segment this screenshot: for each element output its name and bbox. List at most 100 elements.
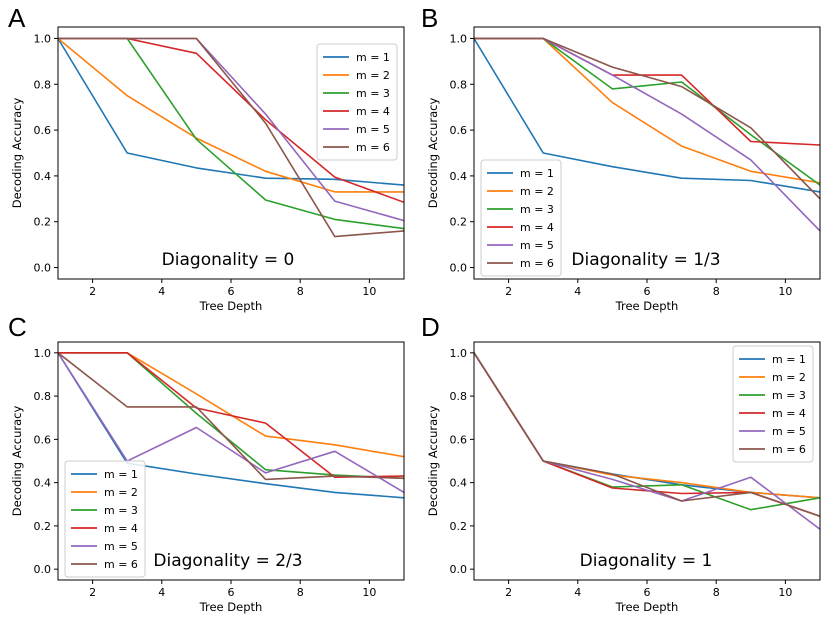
- panel-d-legend: m = 1 m = 2 m = 3 m = 4 m = 5 m = 6: [732, 345, 814, 463]
- panel-a-line-m2: [58, 37, 404, 193]
- panel-b-line-m6: [474, 37, 820, 200]
- panel-a: A 2 4 6 8 10 0.0 0.2 0.4 0.6 0.8 1.0 Tree Depth Decod…: [8, 3, 405, 313]
- panel-a-xtick-label: 6: [228, 285, 235, 298]
- panel-d-legend-label: m = 4: [772, 407, 806, 420]
- panel-c-xtick-label: 8: [297, 586, 304, 599]
- panel-b-xtick-label: 2: [505, 285, 512, 298]
- panel-b-letter: B: [421, 3, 438, 33]
- panel-b-ytick-label: 0.6: [450, 124, 468, 137]
- panel-d-ytick-label: 0.6: [450, 433, 468, 446]
- panel-b-annotation: Diagonality = 1/3: [571, 250, 720, 270]
- panel-d-ylabel: Decoding Accuracy: [426, 406, 440, 517]
- panel-a-letter: A: [8, 3, 26, 33]
- panel-d-xtick-label: 2: [505, 586, 512, 599]
- panel-a-legend-label: m = 6: [356, 141, 390, 154]
- panel-b-legend-label: m = 6: [520, 257, 554, 270]
- panel-c-legend-label: m = 5: [104, 540, 138, 553]
- panel-d-legend-label: m = 2: [772, 371, 806, 384]
- panel-c-line-m4: [58, 351, 404, 479]
- panel-c-series: [58, 351, 404, 499]
- panel-a-ytick-label: 0.8: [34, 78, 52, 91]
- panel-d-line-m6: [474, 352, 820, 517]
- panel-c-ytick-label: 0.2: [34, 520, 52, 533]
- panel-b-xtick-label: 8: [713, 285, 720, 298]
- panel-d-ytick-label: 0.0: [450, 563, 468, 576]
- panel-c-legend-box: [64, 460, 146, 578]
- panel-d-xtick-label: 4: [574, 586, 581, 599]
- panel-a-legend-label: m = 4: [356, 105, 390, 118]
- panel-d-xtick-label: 6: [644, 586, 651, 599]
- panel-d-letter: D: [421, 312, 440, 342]
- panel-b: B 2 4 6 8 10 0.0 0.2 0.4 0.6 0.8 1.0 Tree Depth Decod…: [421, 3, 821, 313]
- panel-d-legend-label: m = 3: [772, 389, 806, 402]
- panel-c-legend: m = 1 m = 2 m = 3 m = 4 m = 5 m = 6: [64, 460, 146, 578]
- panel-a-ytick-label: 0.6: [34, 124, 52, 137]
- panel-b-legend-box: [480, 159, 562, 277]
- panel-c-ytick-label: 0.0: [34, 563, 52, 576]
- panel-c-ylabel: Decoding Accuracy: [10, 406, 24, 517]
- panel-b-ytick-label: 0.0: [450, 262, 468, 275]
- panel-d-legend-label: m = 5: [772, 425, 806, 438]
- panel-a-xtick-label: 10: [362, 285, 376, 298]
- panel-a-legend-label: m = 3: [356, 87, 390, 100]
- panel-b-legend-label: m = 4: [520, 221, 554, 234]
- panel-a-legend-label: m = 1: [356, 51, 390, 64]
- panel-a-line-m6: [58, 37, 404, 238]
- panel-a-xlabel: Tree Depth: [199, 299, 263, 313]
- panel-d-xlabel: Tree Depth: [615, 600, 679, 614]
- panel-b-line-m4: [474, 37, 820, 146]
- panel-c-xtick-label: 4: [158, 586, 165, 599]
- panel-d-series: [474, 352, 820, 530]
- panel-a-legend-box: [316, 43, 398, 161]
- panel-c-xtick-label: 2: [89, 586, 96, 599]
- panel-b-legend: m = 1 m = 2 m = 3 m = 4 m = 5 m = 6: [480, 159, 562, 277]
- panel-a-xtick-label: 4: [158, 285, 165, 298]
- panel-c-ytick-label: 0.4: [34, 477, 52, 490]
- panel-b-xtick-label: 10: [778, 285, 792, 298]
- panel-c-line-m6: [58, 352, 404, 481]
- panel-a-ytick-label: 0.0: [34, 262, 52, 275]
- panel-c-line-m1: [58, 352, 404, 499]
- panel-b-legend-label: m = 5: [520, 239, 554, 252]
- panel-a-legend-label: m = 5: [356, 123, 390, 136]
- panel-b-ytick-label: 1.0: [450, 32, 468, 45]
- panel-b-ylabel: Decoding Accuracy: [426, 98, 440, 209]
- panel-a-ytick-label: 0.2: [34, 216, 52, 229]
- panel-b-legend-label: m = 2: [520, 185, 554, 198]
- panel-c-ytick-label: 0.8: [34, 390, 52, 403]
- panel-b-legend-label: m = 3: [520, 203, 554, 216]
- panel-c-line-m5: [58, 352, 404, 494]
- panel-d-legend-label: m = 6: [772, 443, 806, 456]
- panel-a-annotation: Diagonality = 0: [162, 250, 295, 270]
- panel-d-xtick-label: 10: [778, 586, 792, 599]
- panel-a-xtick-label: 2: [89, 285, 96, 298]
- panel-d-ytick-label: 0.8: [450, 390, 468, 403]
- panel-d-xtick-label: 8: [713, 586, 720, 599]
- panel-c-legend-label: m = 4: [104, 522, 138, 535]
- panel-a-xtick-label: 8: [297, 285, 304, 298]
- panel-c-ytick-label: 1.0: [34, 347, 52, 360]
- panel-d-ytick-label: 0.2: [450, 520, 468, 533]
- panel-c-legend-label: m = 3: [104, 504, 138, 517]
- panel-d-ytick-label: 1.0: [450, 347, 468, 360]
- panel-b-xtick-label: 4: [574, 285, 581, 298]
- panel-d-annotation: Diagonality = 1: [580, 551, 713, 571]
- panel-b-ytick-label: 0.4: [450, 170, 468, 183]
- panel-d-legend-box: [732, 345, 814, 463]
- panel-d-ytick-label: 0.4: [450, 477, 468, 490]
- panel-b-xlabel: Tree Depth: [615, 299, 679, 313]
- panel-b-xtick-label: 6: [644, 285, 651, 298]
- panel-a-legend: m = 1 m = 2 m = 3 m = 4 m = 5 m = 6: [316, 43, 398, 161]
- panel-b-ytick-label: 0.8: [450, 78, 468, 91]
- panel-a-ylabel: Decoding Accuracy: [10, 98, 24, 209]
- panel-c: C 2 4 6 8 10 0.0 0.2 0.4 0.6 0.8 1.0 Tree Depth Decod…: [8, 312, 405, 614]
- panel-c-legend-label: m = 6: [104, 558, 138, 571]
- panel-c-xtick-label: 6: [228, 586, 235, 599]
- panel-c-letter: C: [8, 312, 27, 342]
- panel-b-legend-label: m = 1: [520, 167, 554, 180]
- panel-b-line-m1: [474, 38, 820, 193]
- panel-c-legend-label: m = 2: [104, 486, 138, 499]
- panel-c-annotation: Diagonality = 2/3: [153, 551, 302, 571]
- panel-c-ytick-label: 0.6: [34, 433, 52, 446]
